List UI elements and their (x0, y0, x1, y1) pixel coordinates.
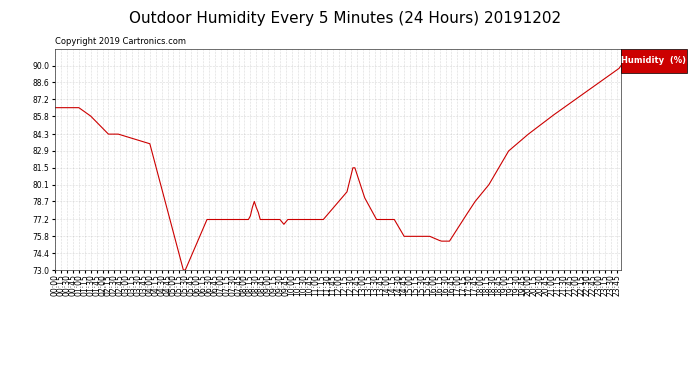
Text: Humidity  (%): Humidity (%) (621, 57, 687, 65)
Text: Outdoor Humidity Every 5 Minutes (24 Hours) 20191202: Outdoor Humidity Every 5 Minutes (24 Hou… (129, 11, 561, 26)
Text: Copyright 2019 Cartronics.com: Copyright 2019 Cartronics.com (55, 38, 186, 46)
